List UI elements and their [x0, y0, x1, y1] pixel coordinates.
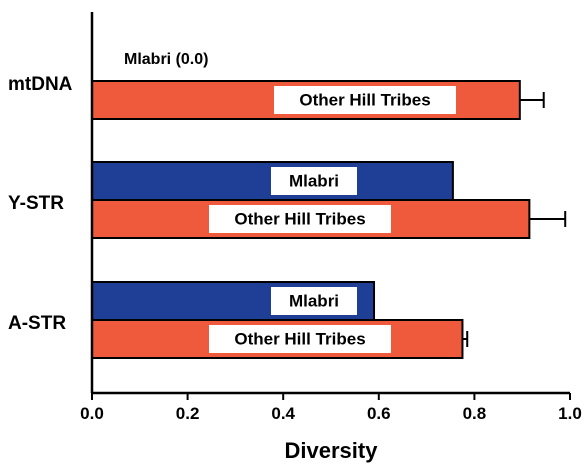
category-label: A-STR [8, 313, 66, 334]
axes-layer [90, 12, 570, 395]
bar-label: Mlabri [289, 291, 339, 310]
x-tick-label: 0.6 [367, 404, 391, 423]
bar-label: Other Hill Tribes [234, 329, 365, 348]
bar-label-box [271, 167, 357, 195]
bar-label: Other Hill Tribes [234, 209, 365, 228]
x-tick-label: 0.0 [80, 404, 104, 423]
bar-label-box [209, 325, 391, 353]
bar-label: Mlabri [289, 171, 339, 190]
x-tick-label: 0.4 [271, 404, 295, 423]
bar-label-box [209, 205, 391, 233]
category-labels: mtDNA Y-STR A-STR [8, 74, 73, 334]
bars-layer: Mlabri (0.0) Other Hill Tribes Mlabri Other… [91, 51, 567, 359]
category-label: Y-STR [8, 193, 64, 214]
bar-label-box [274, 86, 456, 114]
x-axis-label: Diversity [285, 438, 379, 463]
x-tick-label: 1.0 [558, 404, 582, 423]
bar-label: Other Hill Tribes [299, 90, 430, 109]
x-tick-label: 0.2 [176, 404, 200, 423]
x-tick-label: 0.8 [463, 404, 487, 423]
category-label: mtDNA [8, 74, 73, 95]
bar-label-box [271, 287, 357, 315]
x-ticks: 0.0 0.2 0.4 0.6 0.8 1.0 [80, 393, 582, 423]
mlabri-zero-annotation: Mlabri (0.0) [124, 51, 208, 68]
